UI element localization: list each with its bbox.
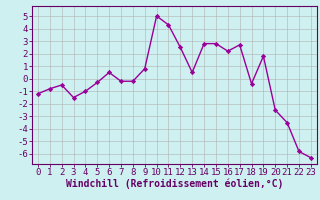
X-axis label: Windchill (Refroidissement éolien,°C): Windchill (Refroidissement éolien,°C): [66, 179, 283, 189]
